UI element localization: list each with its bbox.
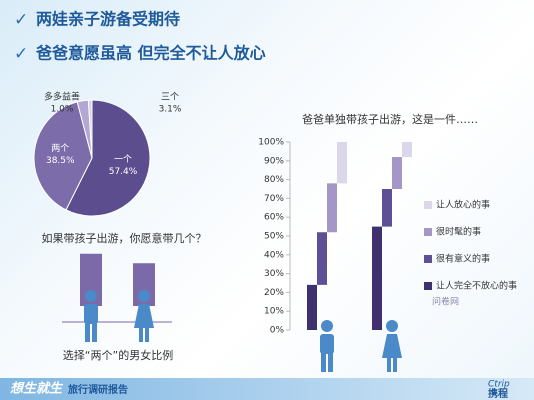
slice-label: 多多益善	[44, 91, 80, 103]
pie-slice	[33, 101, 93, 211]
y-tick-label: 80%	[264, 175, 284, 185]
y-tick-label: 100%	[258, 138, 284, 148]
person-icon	[320, 320, 334, 372]
y-tick-label: 90%	[264, 156, 284, 166]
value-label: 1.0%	[51, 105, 74, 115]
bar-segment	[327, 183, 337, 233]
footer-slogan: 想生就生	[10, 381, 64, 397]
header-line: 爸爸意愿虽高 但完全不让人放心	[35, 44, 266, 63]
y-tick-label: 50%	[264, 232, 284, 242]
bar-caption: 选择“两个”的男女比例	[63, 348, 173, 362]
check: ✓	[14, 10, 28, 30]
y-tick-label: 0%	[270, 326, 285, 336]
legend-label: 很时髦的事	[436, 226, 481, 238]
y-tick-label: 30%	[264, 269, 284, 279]
slice-label: 两个	[51, 143, 69, 154]
person-icon	[84, 290, 98, 342]
legend-swatch	[424, 255, 432, 263]
footer-report: 旅行调研报告	[68, 383, 128, 396]
logo-cn: 携程	[488, 387, 508, 400]
value-label: 3.1%	[159, 105, 182, 115]
pie-caption: 如果带孩子出游，你愿意带几个？	[42, 231, 207, 245]
y-tick-label: 40%	[264, 250, 284, 260]
bar	[80, 253, 102, 306]
bar-segment	[317, 232, 327, 285]
legend-label: 让人完全不放心的事	[436, 280, 517, 292]
legend-swatch	[424, 282, 432, 290]
legend-label: 让人放心的事	[436, 199, 490, 211]
footer-bar	[0, 378, 534, 400]
bar-segment	[402, 142, 412, 158]
legend-swatch	[424, 228, 432, 236]
pie-slice	[87, 99, 93, 159]
logo-en: Ctrip	[488, 380, 510, 390]
bar-segment	[307, 284, 317, 330]
bar-segment	[337, 142, 347, 184]
y-tick-label: 60%	[264, 213, 284, 223]
y-tick-label: 70%	[264, 194, 284, 204]
chart-title: 爸爸单独带孩子出游，这是一件……	[302, 112, 478, 126]
slice-label: 一个	[114, 154, 132, 165]
bar-segment	[382, 189, 392, 227]
bar-segment	[372, 226, 382, 330]
legend-swatch	[424, 201, 432, 209]
slice-label: 三个	[161, 92, 179, 103]
value-label: 38.5%	[46, 156, 75, 166]
header-line: 两娃亲子游备受期待	[36, 10, 180, 29]
bar-segment	[392, 157, 402, 189]
person-icon	[382, 320, 402, 372]
y-tick-label: 10%	[264, 307, 284, 317]
source: 问卷网	[432, 296, 459, 308]
y-tick-label: 20%	[264, 288, 284, 298]
check: ✓	[14, 44, 28, 64]
value-label: 57.4%	[109, 167, 138, 177]
pie-slice	[65, 99, 151, 217]
legend-label: 很有意义的事	[436, 253, 490, 265]
